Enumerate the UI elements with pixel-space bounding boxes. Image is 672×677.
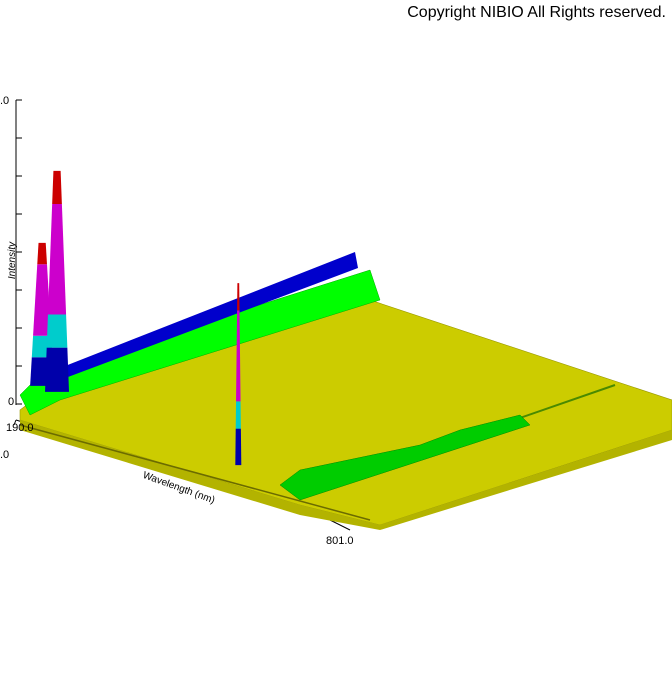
peak-band [46, 314, 68, 348]
peak-3 [235, 283, 242, 466]
x-tick-start: 190.0 [6, 422, 34, 434]
peaks [30, 170, 242, 466]
copyright-text: Copyright NIBIO All Rights reserved. [407, 4, 666, 21]
peak-band [45, 347, 70, 392]
peak-2 [45, 170, 70, 392]
z-tick: .0 [0, 449, 10, 461]
peak-band [33, 264, 52, 336]
y-axis-ticks [16, 99, 22, 405]
peak-band [235, 401, 241, 429]
y-tick-top: .0 [0, 95, 10, 107]
peak-band [236, 310, 241, 402]
baseline-surface [19, 299, 672, 526]
back-ridge-edge [60, 252, 358, 380]
y-axis-label: Intensity [7, 241, 19, 280]
x-tick-mark [13, 419, 17, 426]
peak-band [237, 283, 240, 311]
y-tick-zero: 0 [8, 396, 15, 408]
baseline-surface-front [20, 420, 672, 530]
peak-band [47, 204, 67, 315]
peak-band [235, 428, 242, 466]
x-tick-end: 801.0 [326, 535, 354, 547]
peak-band [37, 242, 47, 265]
surface-groove [19, 424, 371, 521]
peak-band [52, 170, 62, 205]
front-ridge [279, 414, 531, 501]
